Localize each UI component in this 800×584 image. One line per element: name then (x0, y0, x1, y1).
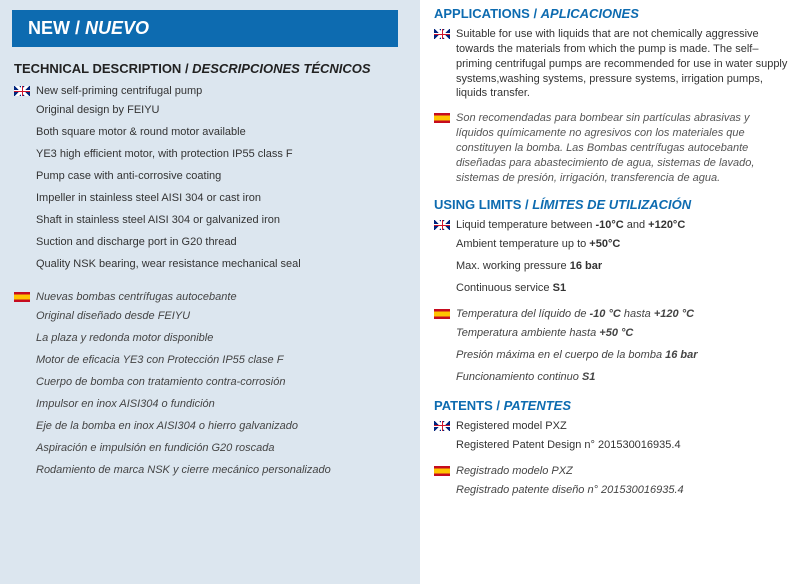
tech-title: TECHNICAL DESCRIPTION / DESCRIPCIONES TÉ… (14, 61, 406, 76)
uk-flag-icon (434, 220, 450, 230)
banner-sep: / (70, 18, 85, 38)
tech-en-7: Suction and discharge port in G20 thread (14, 235, 406, 251)
uk-flag-icon (434, 421, 450, 431)
applications-section: APPLICATIONS / APLICACIONES Suitable for… (434, 6, 788, 185)
page: NEW / NUEVO TECHNICAL DESCRIPTION / DESC… (0, 0, 800, 584)
limits-en-0: Liquid temperature between -10°C and +12… (456, 218, 788, 234)
es-flag-icon (14, 292, 30, 302)
tech-es-6: Eje de la bomba en inox AISI304 o hierro… (14, 419, 406, 435)
patents-es-1: Registrado patente diseño n° 20153001693… (434, 483, 788, 499)
tech-title-es: DESCRIPCIONES TÉCNICOS (192, 61, 370, 76)
tech-en-0: New self-priming centrifugal pump (36, 84, 406, 100)
tech-en-1: Original design by FEIYU (14, 103, 406, 119)
right-column: APPLICATIONS / APLICACIONES Suitable for… (420, 0, 800, 584)
banner-es: NUEVO (85, 18, 149, 38)
applications-title: APPLICATIONS / APLICACIONES (434, 6, 788, 21)
tech-en-8: Quality NSK bearing, wear resistance mec… (14, 257, 406, 273)
limits-title: USING LIMITS / LÍMITES DE UTILIZACIÓN (434, 197, 788, 212)
es-flag-icon (434, 309, 450, 319)
tech-en-4: Pump case with anti-corrosive coating (14, 169, 406, 185)
applications-en: Suitable for use with liquids that are n… (456, 27, 788, 101)
applications-title-es: APLICACIONES (541, 6, 639, 21)
tech-en-5: Impeller in stainless steel AISI 304 or … (14, 191, 406, 207)
tech-es-3: Motor de eficacia YE3 con Protección IP5… (14, 353, 406, 369)
limits-en-2: Max. working pressure 16 bar (434, 259, 788, 275)
patents-title: PATENTS / PATENTES (434, 398, 788, 413)
tech-title-en: TECHNICAL DESCRIPTION (14, 61, 181, 76)
tech-es-8: Rodamiento de marca NSK y cierre mecánic… (14, 463, 406, 479)
limits-es-0: Temperatura del líquido de -10 °C hasta … (456, 307, 788, 323)
patents-section: PATENTS / PATENTES Registered model PXZ … (434, 398, 788, 499)
applications-title-en: APPLICATIONS (434, 6, 530, 21)
limits-en-1: Ambient temperature up to +50°C (434, 237, 788, 253)
banner-en: NEW (28, 18, 70, 38)
limits-es-2: Presión máxima en el cuerpo de la bomba … (434, 348, 788, 364)
tech-en-block: New self-priming centrifugal pump Origin… (0, 84, 420, 272)
es-flag-icon (434, 466, 450, 476)
limits-section: USING LIMITS / LÍMITES DE UTILIZACIÓN Li… (434, 197, 788, 386)
tech-en-6: Shaft in stainless steel AISI 304 or gal… (14, 213, 406, 229)
limits-title-en: USING LIMITS (434, 197, 521, 212)
left-column: NEW / NUEVO TECHNICAL DESCRIPTION / DESC… (0, 0, 420, 584)
new-banner: NEW / NUEVO (12, 10, 398, 47)
uk-flag-icon (434, 29, 450, 39)
limits-en-3: Continuous service S1 (434, 281, 788, 297)
limits-es-1: Temperatura ambiente hasta +50 °C (434, 326, 788, 342)
tech-es-5: Impulsor en inox AISI304 o fundición (14, 397, 406, 413)
applications-es: Son recomendadas para bombear sin partíc… (456, 111, 788, 185)
patents-en-0: Registered model PXZ (456, 419, 788, 435)
patents-title-en: PATENTS (434, 398, 493, 413)
tech-es-7: Aspiración e impulsión en fundición G20 … (14, 441, 406, 457)
patents-es-0: Registrado modelo PXZ (456, 464, 788, 480)
tech-en-3: YE3 high efficient motor, with protectio… (14, 147, 406, 163)
limits-es-3: Funcionamiento continuo S1 (434, 370, 788, 386)
patents-title-es: PATENTES (504, 398, 571, 413)
tech-es-1: Original diseñado desde FEIYU (14, 309, 406, 325)
es-flag-icon (434, 113, 450, 123)
tech-es-0: Nuevas bombas centrífugas autocebante (36, 290, 406, 306)
uk-flag-icon (14, 86, 30, 96)
tech-es-4: Cuerpo de bomba con tratamiento contra-c… (14, 375, 406, 391)
limits-title-es: LÍMITES DE UTILIZACIÓN (532, 197, 691, 212)
patents-en-1: Registered Patent Design n° 201530016935… (434, 438, 788, 454)
tech-es-block: Nuevas bombas centrífugas autocebante Or… (0, 290, 420, 478)
tech-es-2: La plaza y redonda motor disponible (14, 331, 406, 347)
tech-en-2: Both square motor & round motor availabl… (14, 125, 406, 141)
